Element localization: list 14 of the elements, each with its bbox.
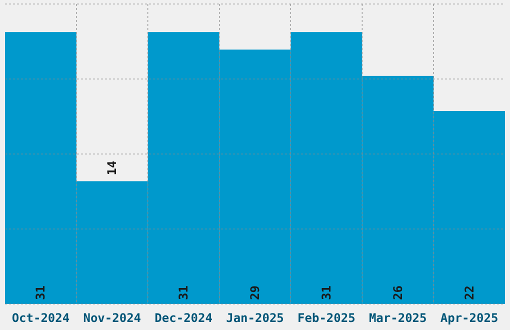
data-label: 31 bbox=[34, 286, 48, 300]
x-tick-label: Dec-2024 bbox=[154, 311, 212, 325]
x-tick-label: Nov-2024 bbox=[83, 311, 142, 325]
data-label: 26 bbox=[390, 286, 405, 300]
x-tick-label: Feb-2025 bbox=[298, 311, 356, 325]
x-tick-label: Mar-2025 bbox=[368, 311, 427, 325]
data-label: 31 bbox=[319, 286, 334, 300]
data-label: 22 bbox=[462, 286, 476, 300]
data-label: 31 bbox=[176, 286, 191, 300]
x-tick-label: Oct-2024 bbox=[12, 311, 70, 325]
x-tick-label: Jan-2025 bbox=[226, 311, 284, 325]
data-label: 14 bbox=[105, 160, 120, 176]
data-label: 29 bbox=[248, 286, 262, 300]
x-tick-label: Apr-2025 bbox=[440, 311, 498, 325]
